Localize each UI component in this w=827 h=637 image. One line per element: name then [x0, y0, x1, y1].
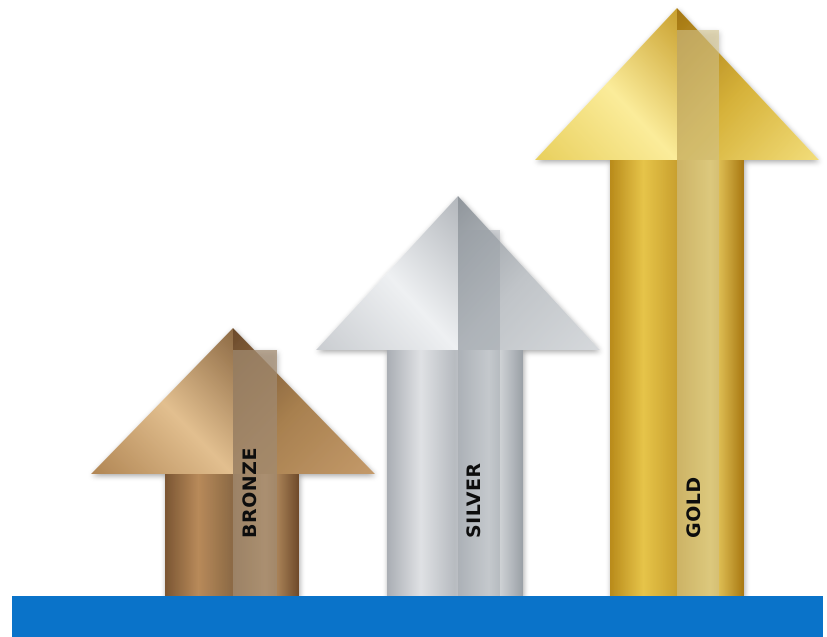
- bronze-arrow: BRONZE: [91, 328, 375, 598]
- silver-label: SILVER: [463, 462, 485, 538]
- base-bar: [12, 596, 823, 637]
- bronze-label: BRONZE: [239, 447, 261, 538]
- silver-arrow: SILVER: [316, 196, 600, 598]
- gold-label: GOLD: [683, 476, 705, 538]
- gold-arrow: GOLD: [535, 8, 819, 598]
